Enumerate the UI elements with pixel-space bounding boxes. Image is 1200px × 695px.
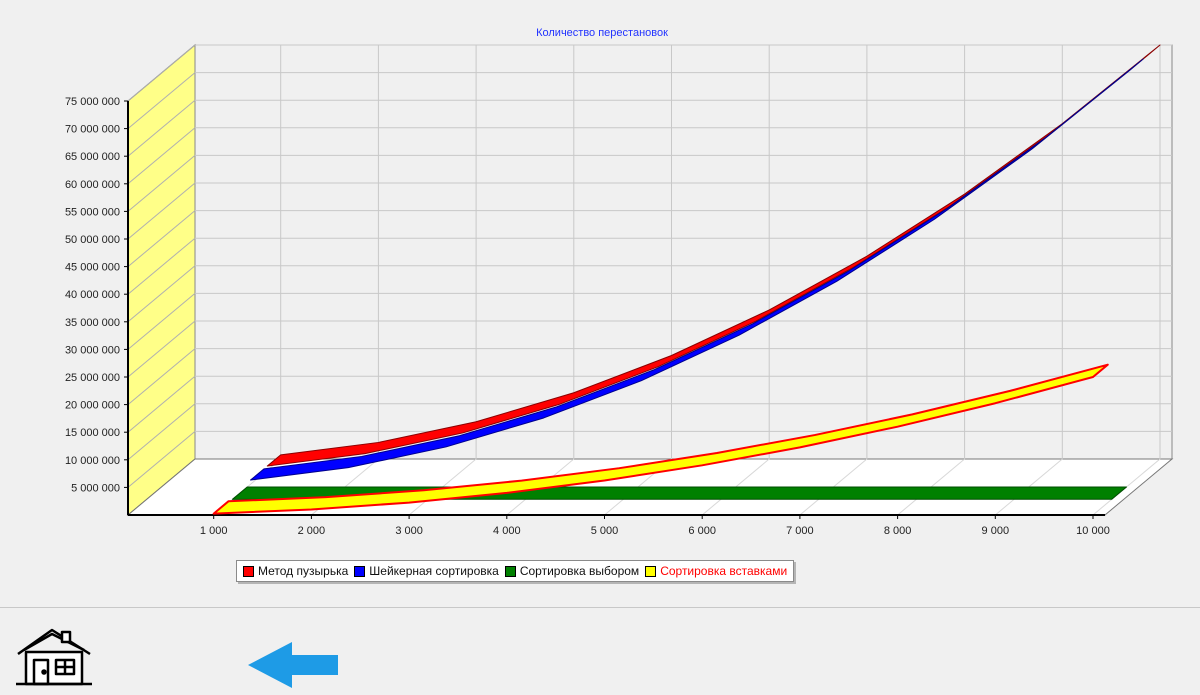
gridline-y-wall xyxy=(127,348,196,405)
gridline-y-wall xyxy=(127,431,196,488)
x-tick-label: 6 000 xyxy=(688,525,716,537)
chart: 5 000 000 10 000 000 15 000 000 20 000 000 2… xyxy=(65,27,1174,537)
chart-legend: Метод пузырька Шейкерная сортировка Сортир… xyxy=(236,560,795,582)
series-ribbon-2 xyxy=(250,58,1144,481)
legend-swatch xyxy=(243,565,254,577)
x-tick-label: 8 000 xyxy=(884,525,912,537)
x-tick-label: 3 000 xyxy=(395,525,423,537)
series-ribbon-4 xyxy=(212,363,1109,515)
legend-entry: Метод пузырька xyxy=(243,564,348,578)
y-tick-label: 5 000 000 xyxy=(71,482,120,494)
y-tick-label: 40 000 000 xyxy=(65,289,120,301)
y-tick-label: 55 000 000 xyxy=(65,206,120,218)
divider xyxy=(0,607,1200,608)
gridline-y-wall xyxy=(127,403,196,461)
x-tick-label: 2 000 xyxy=(298,525,326,537)
gridline-y-wall xyxy=(127,293,196,350)
legend-entry: Сортировка выбором xyxy=(504,564,640,578)
back-button[interactable] xyxy=(246,640,340,690)
home-icon xyxy=(16,628,92,686)
x-tick-label: 5 000 xyxy=(591,525,619,537)
gridline-y-wall xyxy=(127,99,196,157)
y-tick-label: 10 000 000 xyxy=(65,455,120,467)
legend-label: Метод пузырька xyxy=(258,564,349,578)
legend-label: Сортировка выбором xyxy=(519,564,640,578)
gridline-y-wall xyxy=(127,320,196,378)
x-tick-label: 7 000 xyxy=(786,525,814,537)
y-tick-label: 75 000 000 xyxy=(65,96,120,108)
y-tick-label: 60 000 000 xyxy=(65,179,120,191)
y-tick-label: 50 000 000 xyxy=(65,234,120,246)
legend-swatch xyxy=(354,565,366,577)
x-tick-label: 10 000 xyxy=(1076,525,1110,537)
y-tick-label: 65 000 000 xyxy=(65,151,120,163)
gridline-y-wall xyxy=(127,237,196,295)
legend-label: Шейкерная сортировка xyxy=(369,564,499,578)
x-tick-label: 4 000 xyxy=(493,525,521,537)
series-ribbon-1 xyxy=(266,44,1161,467)
arrow-left-icon xyxy=(248,642,338,688)
x-tick-label: 1 000 xyxy=(200,525,228,537)
chart-title: Количество перестановок xyxy=(536,27,668,39)
chart-axes xyxy=(127,101,1105,516)
chart-walls xyxy=(126,43,1174,517)
gridline-y-wall xyxy=(127,182,196,240)
y-tick-label: 70 000 000 xyxy=(65,124,120,136)
gridline-y-wall xyxy=(127,44,196,102)
legend-entry: Шейкерная сортировка xyxy=(354,564,499,578)
legend-label: Сортировка вставками xyxy=(660,564,788,578)
chart-series xyxy=(212,44,1161,515)
y-tick-label: 20 000 000 xyxy=(65,400,120,412)
y-tick-label: 45 000 000 xyxy=(65,262,120,274)
x-tick-label: 9 000 xyxy=(982,525,1010,537)
gridline-y-wall xyxy=(127,265,196,323)
legend-entry: Сортировка вставками xyxy=(645,564,787,578)
gridline-y-wall xyxy=(127,72,196,129)
y-tick-label: 30 000 000 xyxy=(65,344,120,356)
y-tick-label: 35 000 000 xyxy=(65,317,120,329)
legend-swatch xyxy=(504,565,516,577)
gridline-y-wall xyxy=(127,155,196,212)
chart-tick-labels: 5 000 000 10 000 000 15 000 000 20 000 000 2… xyxy=(65,96,1110,537)
gridline-y-wall xyxy=(127,127,196,185)
gridline-y-wall xyxy=(127,375,196,433)
left-wall xyxy=(127,43,196,517)
gridline-y-wall xyxy=(127,210,196,267)
y-tick-label: 25 000 000 xyxy=(65,372,120,384)
back-wall xyxy=(194,44,1173,460)
y-tick-label: 15 000 000 xyxy=(65,427,120,439)
legend-swatch xyxy=(645,565,657,577)
home-button[interactable] xyxy=(14,624,94,688)
chart-gridlines xyxy=(127,44,1172,516)
